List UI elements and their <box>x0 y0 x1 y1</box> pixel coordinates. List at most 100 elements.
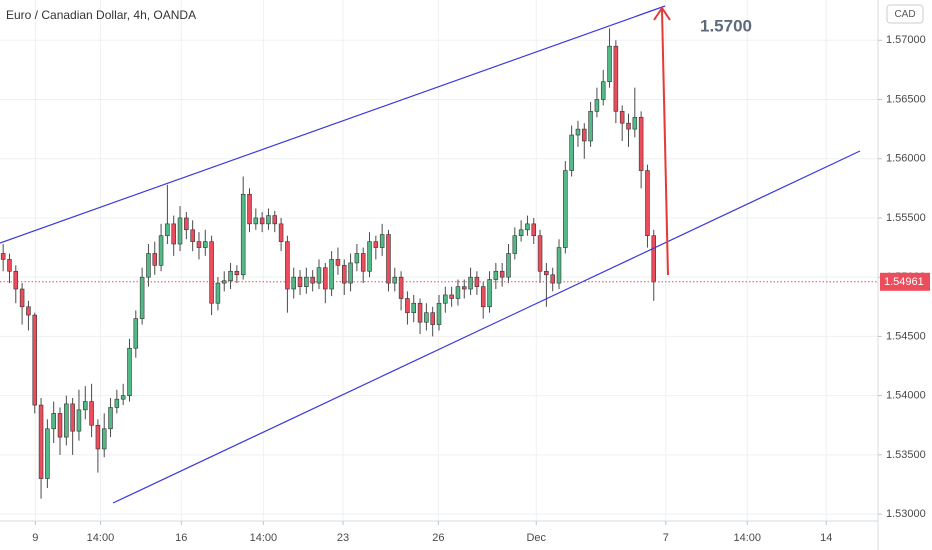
candle-body <box>57 413 63 438</box>
y-tick-label: 1.54500 <box>886 330 926 342</box>
candle-body <box>588 111 593 142</box>
candle-body <box>127 347 132 396</box>
candle-body <box>613 45 619 112</box>
candle-body <box>569 134 574 171</box>
target-arrow <box>661 9 669 276</box>
candle-body <box>575 128 581 136</box>
candle-body <box>240 193 246 276</box>
x-tick-label: 7 <box>663 532 669 544</box>
candle-body <box>177 217 183 245</box>
candle-body <box>253 217 259 225</box>
x-tick-label: 14:00 <box>733 532 761 544</box>
candle-body <box>32 314 37 406</box>
candle-body <box>480 286 486 308</box>
y-tick-label: 1.57000 <box>886 34 926 46</box>
candle-body <box>392 276 398 284</box>
axes: 1.530001.535001.540001.545001.550001.555… <box>0 34 930 544</box>
x-tick-label: 26 <box>432 532 444 544</box>
y-tick-label: 1.55500 <box>886 212 926 224</box>
candle-body <box>133 318 139 349</box>
x-tick-label: 14:00 <box>87 532 115 544</box>
x-tick-label: 14:00 <box>250 532 278 544</box>
candle-body <box>266 215 271 225</box>
candle-body <box>285 241 290 290</box>
candle-body <box>651 235 657 283</box>
candle-body <box>158 235 164 266</box>
candle-body <box>184 217 189 231</box>
x-tick-label: 14 <box>820 532 832 544</box>
candle-body <box>443 294 448 304</box>
candle-body <box>417 302 423 323</box>
candle-body <box>165 223 170 237</box>
candle-body <box>373 241 379 248</box>
lower-channel-line <box>112 150 861 504</box>
x-tick-label: 9 <box>32 532 38 544</box>
candle-body <box>424 312 429 323</box>
candle-body <box>329 259 334 290</box>
candle-body <box>83 401 88 411</box>
candle-body <box>436 302 442 325</box>
candle-body <box>506 253 511 278</box>
candle-body <box>190 229 195 242</box>
candle-body <box>335 259 341 266</box>
candle-body <box>607 45 612 83</box>
grid <box>0 0 878 520</box>
candle-body <box>203 241 208 248</box>
candle-body <box>512 235 518 254</box>
y-tick-label: 1.54000 <box>886 390 926 402</box>
candle-body <box>379 234 385 248</box>
candle-body <box>259 217 265 225</box>
candle-body <box>139 276 145 319</box>
upper-channel-line <box>0 5 666 244</box>
y-tick-label: 1.56000 <box>886 153 926 165</box>
candle-body <box>348 262 353 284</box>
candle-body <box>531 223 537 237</box>
candle-body <box>563 170 568 248</box>
candle-body <box>449 294 454 299</box>
candle-body <box>51 413 56 430</box>
candle-body <box>386 234 391 284</box>
candle-body <box>196 241 202 248</box>
y-tick-label: 1.53500 <box>886 449 926 461</box>
candle-body <box>26 306 31 316</box>
candle-body <box>468 276 473 290</box>
candle-body <box>146 253 151 278</box>
candle-body <box>89 401 94 426</box>
currency-button[interactable] <box>886 4 924 24</box>
candle-body <box>645 170 650 237</box>
candle-body <box>310 276 315 284</box>
candle-body <box>600 81 606 100</box>
candle-body <box>19 288 25 308</box>
candle-body <box>638 116 644 171</box>
candle-body <box>7 259 12 272</box>
candle-body <box>341 265 347 284</box>
candle-body <box>278 223 284 242</box>
last-price-box <box>880 272 930 291</box>
candle-body <box>582 128 587 142</box>
candle-body <box>525 223 530 231</box>
chart-title: Euro / Canadian Dollar, 4h, OANDA <box>6 8 196 22</box>
candle-body <box>76 409 82 432</box>
candle-body <box>518 229 524 237</box>
candle-body <box>594 99 600 112</box>
candle-body <box>626 122 631 130</box>
candle-body <box>64 403 69 438</box>
candle-body <box>323 267 328 290</box>
candle-body <box>70 403 75 432</box>
candle-body <box>493 270 499 280</box>
last-price-label: 1.54961 <box>884 276 924 288</box>
candle-body <box>38 404 44 479</box>
y-tick-label: 1.53000 <box>886 508 926 520</box>
candle-body <box>45 428 50 479</box>
candle-body <box>272 215 278 225</box>
annotation: 1.5700 <box>700 16 752 35</box>
x-tick-label: 23 <box>337 532 349 544</box>
candle-body <box>316 267 322 284</box>
candle-body <box>0 253 6 260</box>
candle-body <box>632 116 638 130</box>
candle-body <box>487 279 492 308</box>
candle-body <box>215 282 221 304</box>
candle-body <box>462 286 467 290</box>
